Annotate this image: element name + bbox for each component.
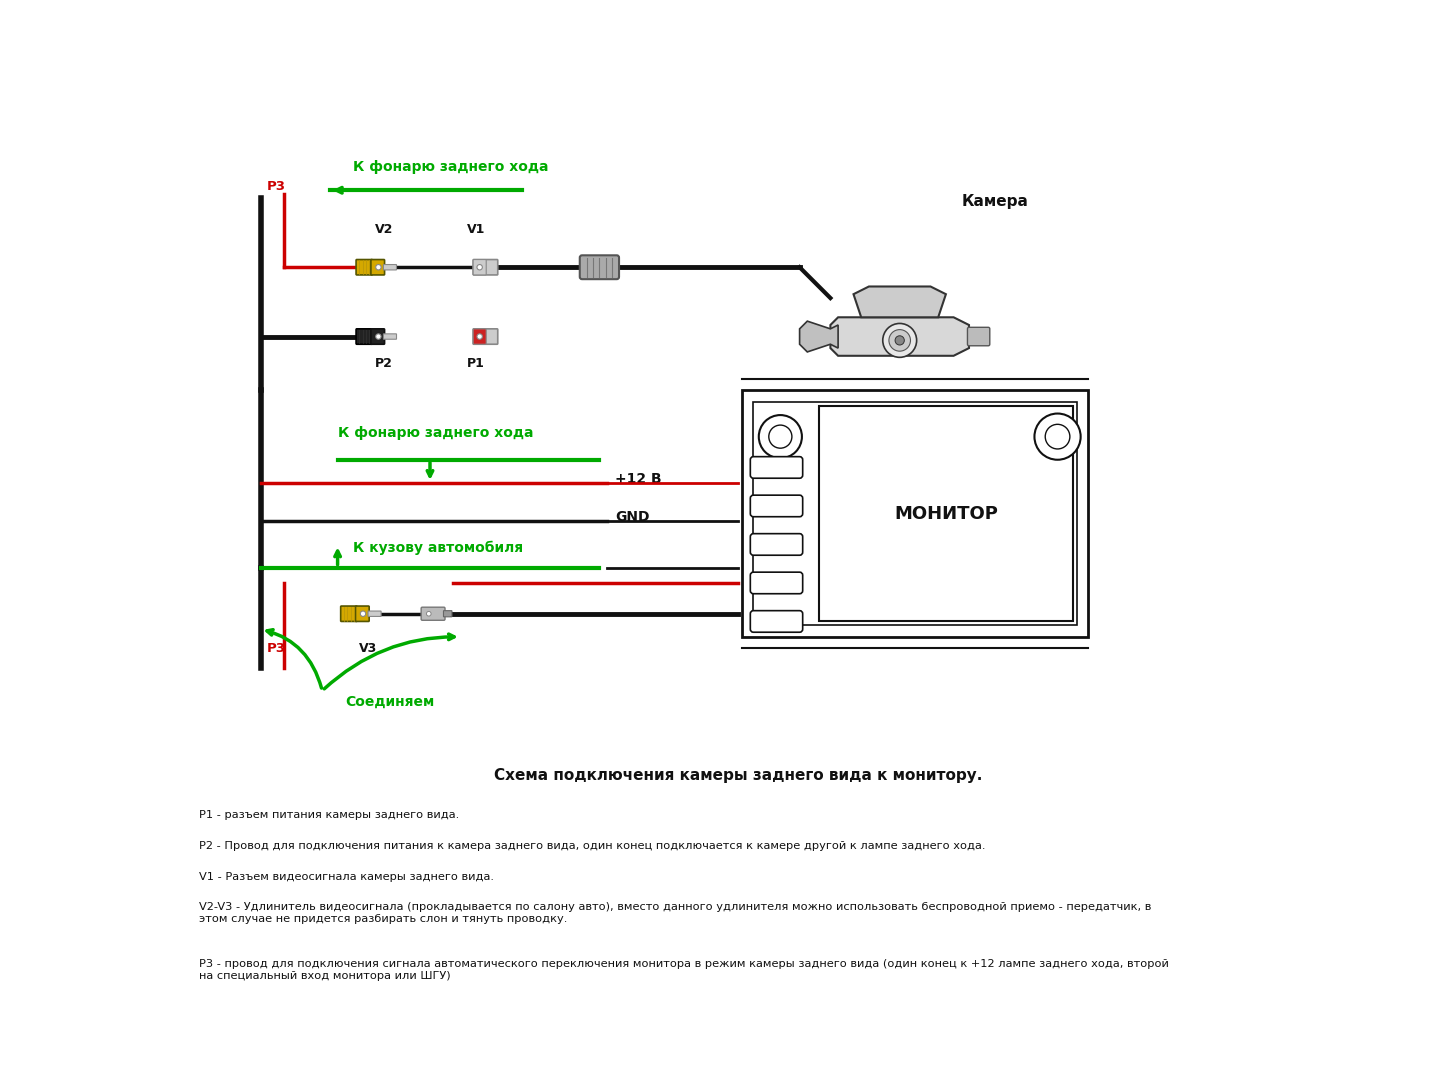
Polygon shape [854,286,946,317]
Polygon shape [799,322,838,352]
Circle shape [426,611,431,616]
Text: +12 В: +12 В [615,472,661,486]
Circle shape [888,329,910,352]
Circle shape [1034,414,1080,460]
Text: Камера: Камера [962,194,1028,209]
FancyBboxPatch shape [372,329,384,344]
Text: V1 - Разъем видеосигнала камеры заднего вида.: V1 - Разъем видеосигнала камеры заднего … [199,872,494,881]
FancyBboxPatch shape [819,406,1073,622]
Polygon shape [831,317,969,356]
FancyBboxPatch shape [750,611,802,632]
FancyBboxPatch shape [968,327,989,346]
Circle shape [759,415,802,458]
Text: Соединяем: Соединяем [346,695,435,710]
FancyBboxPatch shape [474,329,487,344]
Text: К фонарю заднего хода: К фонарю заднего хода [337,426,533,440]
Text: К фонарю заднего хода: К фонарю заднего хода [353,160,549,174]
Text: P1: P1 [467,357,485,370]
Text: Схема подключения камеры заднего вида к монитору.: Схема подключения камеры заднего вида к … [494,768,982,783]
FancyBboxPatch shape [356,329,373,344]
FancyBboxPatch shape [474,329,498,344]
FancyBboxPatch shape [341,606,357,622]
Circle shape [883,324,917,357]
FancyBboxPatch shape [750,534,802,555]
FancyBboxPatch shape [420,607,445,621]
Text: V1: V1 [467,223,485,236]
Text: P2: P2 [374,357,393,370]
FancyBboxPatch shape [750,457,802,478]
FancyBboxPatch shape [444,611,452,616]
FancyBboxPatch shape [383,265,396,270]
Circle shape [896,336,904,345]
Text: К кузову автомобиля: К кузову автомобиля [353,541,523,555]
FancyBboxPatch shape [474,259,487,274]
Circle shape [360,611,366,616]
FancyBboxPatch shape [750,572,802,594]
FancyBboxPatch shape [372,259,384,274]
FancyBboxPatch shape [383,333,396,339]
Circle shape [477,265,482,270]
FancyBboxPatch shape [580,255,619,279]
FancyBboxPatch shape [474,259,498,274]
Text: P3: P3 [266,642,285,655]
Text: V2: V2 [374,223,393,236]
Text: V3: V3 [359,642,377,655]
Text: P1 - разъем питания камеры заднего вида.: P1 - разъем питания камеры заднего вида. [199,810,459,820]
Text: Р3 - провод для подключения сигнала автоматического переключения монитора в режи: Р3 - провод для подключения сигнала авто… [199,959,1169,981]
Polygon shape [742,390,1089,637]
FancyBboxPatch shape [356,259,373,274]
Text: P3: P3 [266,180,285,193]
Text: GND: GND [615,510,649,524]
FancyBboxPatch shape [750,495,802,517]
Text: МОНИТОР: МОНИТОР [894,505,998,523]
Circle shape [376,333,382,339]
Circle shape [376,265,382,270]
FancyBboxPatch shape [369,611,382,616]
Text: P2 - Провод для подключения питания к камера заднего вида, один конец подключает: P2 - Провод для подключения питания к ка… [199,840,985,851]
FancyBboxPatch shape [356,606,369,622]
Circle shape [477,333,482,339]
Text: V2-V3 - Удлинитель видеосигнала (прокладывается по салону авто), вместо данного : V2-V3 - Удлинитель видеосигнала (проклад… [199,903,1152,924]
